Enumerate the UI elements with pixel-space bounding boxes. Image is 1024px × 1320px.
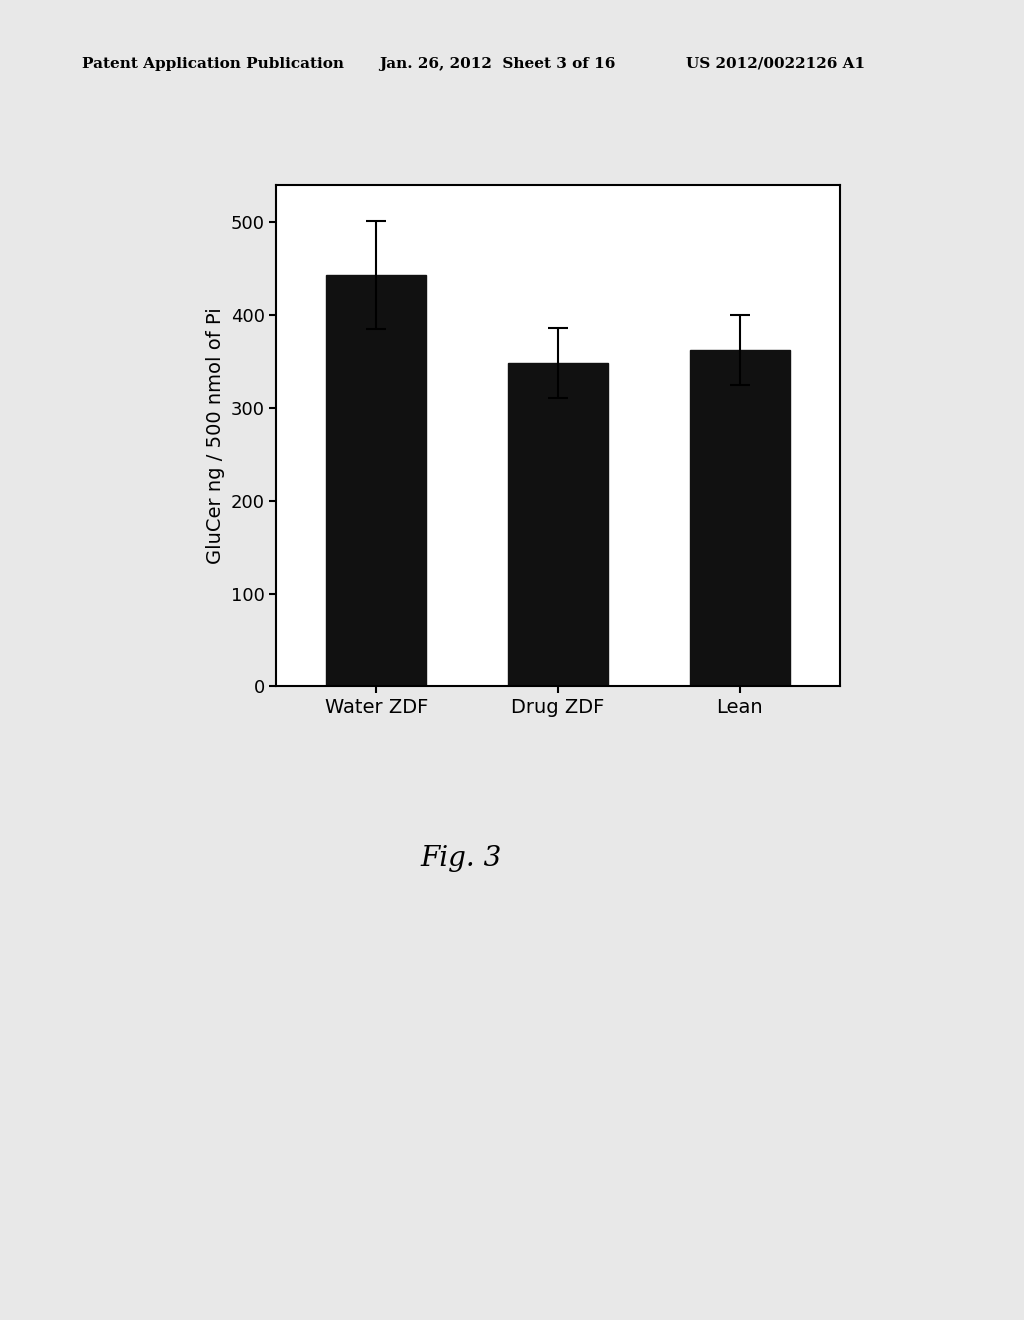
Text: US 2012/0022126 A1: US 2012/0022126 A1 xyxy=(686,57,865,71)
Bar xyxy=(690,350,790,686)
Bar xyxy=(508,363,608,686)
Y-axis label: GluCer ng / 500 nmol of Pi: GluCer ng / 500 nmol of Pi xyxy=(206,308,225,564)
Text: Jan. 26, 2012  Sheet 3 of 16: Jan. 26, 2012 Sheet 3 of 16 xyxy=(379,57,615,71)
Text: Fig. 3: Fig. 3 xyxy=(420,845,502,871)
Text: Patent Application Publication: Patent Application Publication xyxy=(82,57,344,71)
Bar xyxy=(327,275,426,686)
